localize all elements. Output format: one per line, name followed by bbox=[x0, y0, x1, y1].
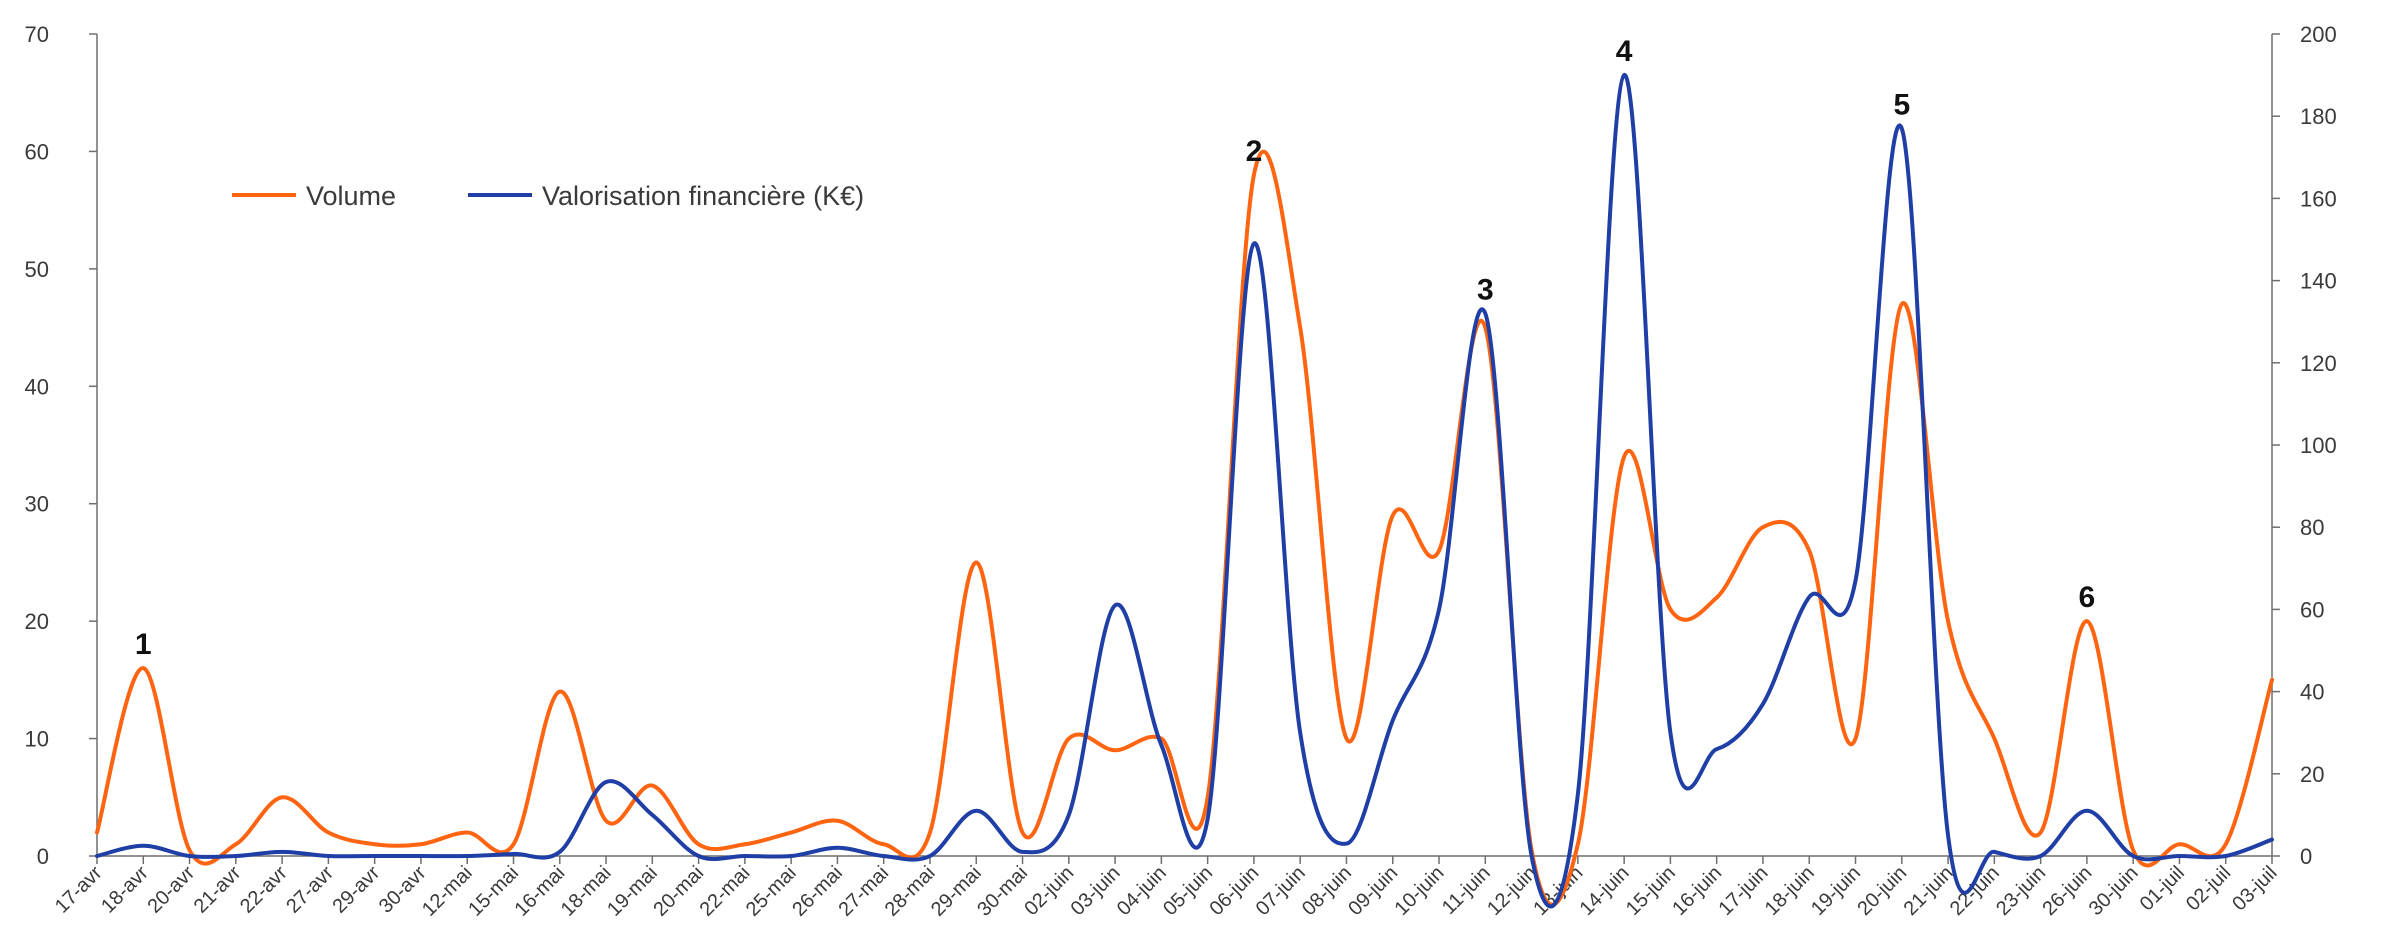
x-tick-label: 03-juin bbox=[1067, 862, 1125, 920]
x-tick-label: 15-juin bbox=[1622, 862, 1680, 920]
x-tick-label: 09-juin bbox=[1344, 862, 1402, 920]
x-tick-label: 20-juin bbox=[1853, 862, 1911, 920]
x-tick-label: 18-juin bbox=[1761, 862, 1819, 920]
y-right-tick-label: 0 bbox=[2300, 844, 2312, 869]
peak-annotation: 5 bbox=[1893, 89, 1910, 122]
x-tick-label: 21-avr bbox=[190, 862, 246, 918]
y-left-tick-label: 30 bbox=[25, 492, 49, 517]
y-left-tick-label: 10 bbox=[25, 727, 49, 752]
y-left-tick-label: 70 bbox=[25, 22, 49, 47]
x-tick-label: 22-avr bbox=[236, 862, 292, 918]
x-tick-label: 01-juil bbox=[2136, 862, 2189, 915]
x-tick-label: 02-juin bbox=[1020, 862, 1078, 920]
x-tick-label: 22-mai bbox=[696, 862, 755, 921]
y-right-tick-label: 60 bbox=[2300, 597, 2324, 622]
y-left-tick-label: 20 bbox=[25, 609, 49, 634]
x-tick-label: 23-juin bbox=[1992, 862, 2050, 920]
y-right-tick-label: 40 bbox=[2300, 680, 2324, 705]
x-tick-label: 20-avr bbox=[143, 862, 199, 918]
x-tick-label: 29-mai bbox=[927, 862, 986, 921]
x-tick-label: 19-juin bbox=[1807, 862, 1865, 920]
y-left-tick-label: 50 bbox=[25, 257, 49, 282]
x-tick-label: 10-juin bbox=[1391, 862, 1449, 920]
x-tick-label: 04-juin bbox=[1113, 862, 1171, 920]
y-left-tick-label: 0 bbox=[37, 844, 49, 869]
x-tick-label: 27-mai bbox=[834, 862, 893, 921]
legend-label-volume: Volume bbox=[306, 181, 396, 211]
x-tick-label: 17-avr bbox=[51, 862, 107, 918]
y-left-tick-label: 60 bbox=[25, 139, 49, 164]
y-right-tick-label: 80 bbox=[2300, 515, 2324, 540]
x-tick-label: 12-mai bbox=[418, 862, 477, 921]
x-tick-label: 26-juin bbox=[2038, 862, 2096, 920]
x-tick-label: 16-mai bbox=[511, 862, 570, 921]
peak-annotation: 1 bbox=[135, 628, 152, 661]
x-tick-label: 08-juin bbox=[1298, 862, 1356, 920]
y-right-tick-label: 180 bbox=[2300, 104, 2337, 129]
y-left-tick-label: 40 bbox=[25, 374, 49, 399]
peak-annotation: 3 bbox=[1477, 273, 1494, 306]
x-tick-label: 26-mai bbox=[788, 862, 847, 921]
x-tick-label: 07-juin bbox=[1252, 862, 1310, 920]
y-right-tick-label: 120 bbox=[2300, 351, 2337, 376]
x-tick-label: 11-juin bbox=[1438, 862, 1495, 919]
x-tick-label: 17-juin bbox=[1714, 862, 1772, 920]
x-tick-label: 14-juin bbox=[1576, 862, 1634, 920]
y-right-tick-label: 140 bbox=[2300, 269, 2337, 294]
x-tick-label: 02-juil bbox=[2182, 862, 2235, 915]
legend-label-valorisation: Valorisation financière (K€) bbox=[542, 181, 864, 211]
x-tick-label: 15-mai bbox=[464, 862, 523, 921]
x-tick-label: 12-juin bbox=[1483, 862, 1541, 920]
y-right-tick-label: 160 bbox=[2300, 186, 2337, 211]
y-right-tick-label: 100 bbox=[2300, 433, 2337, 458]
x-tick-label: 16-juin bbox=[1668, 862, 1726, 920]
y-right-tick-label: 200 bbox=[2300, 22, 2337, 47]
x-tick-label: 28-mai bbox=[881, 862, 940, 921]
x-tick-label: 19-mai bbox=[603, 862, 662, 921]
x-tick-label: 18-avr bbox=[97, 862, 153, 918]
x-tick-label: 29-avr bbox=[329, 862, 385, 918]
x-tick-label: 05-juin bbox=[1159, 862, 1217, 920]
x-tick-label: 20-mai bbox=[649, 862, 708, 921]
peak-annotation: 2 bbox=[1246, 135, 1263, 168]
x-tick-label: 27-avr bbox=[282, 862, 338, 918]
x-tick-label: 30-juin bbox=[2085, 862, 2143, 920]
peak-annotation: 6 bbox=[2079, 581, 2096, 614]
x-tick-label: 03-juil bbox=[2228, 862, 2281, 915]
series-line-valorisation bbox=[95, 73, 2274, 909]
y-right-tick-label: 20 bbox=[2300, 762, 2324, 787]
legend: Volume Valorisation financière (K€) bbox=[232, 181, 864, 211]
x-tick-label: 06-juin bbox=[1205, 862, 1263, 920]
x-tick-label: 18-mai bbox=[557, 862, 616, 921]
series-line-volume bbox=[95, 149, 2274, 907]
x-tick-label: 21-juin bbox=[1900, 862, 1958, 920]
peak-annotation: 4 bbox=[1616, 35, 1633, 68]
x-tick-label: 25-mai bbox=[742, 862, 801, 921]
x-tick-label: 30-mai bbox=[973, 862, 1032, 921]
